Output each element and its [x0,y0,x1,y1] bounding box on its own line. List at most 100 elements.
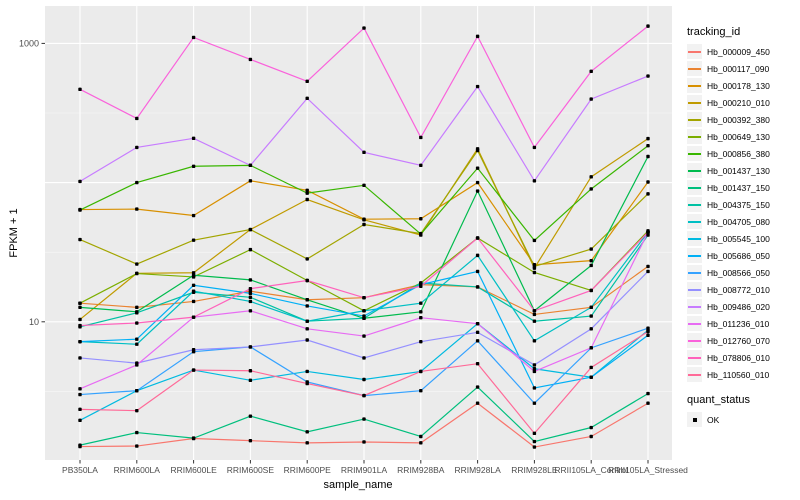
data-point [135,145,139,150]
legend-key [687,163,702,178]
data-point [305,191,309,195]
data-point [475,401,480,405]
data-point [646,326,650,330]
data-point [532,145,537,150]
legend-key [687,299,702,314]
data-point [362,295,366,300]
legend-key-line-icon [688,339,701,342]
data-point [362,218,366,222]
data-point [589,434,593,439]
data-point [646,74,650,78]
data-point [475,269,480,274]
legend-key [687,78,702,93]
legend-entry-label: Hb_000392_380 [707,114,770,125]
data-point [78,339,82,344]
legend-key [687,265,702,280]
data-point [419,217,423,221]
legend-entry-label: Hb_000210_010 [707,97,770,108]
data-point [78,237,82,242]
data-point [191,238,196,242]
data-point [191,368,196,372]
data-point [646,136,650,141]
data-point [248,286,253,291]
data-point [191,289,196,293]
legend-entry-label: Hb_012760_070 [707,335,770,346]
data-point [589,425,593,430]
legend-entry: Hb_008772_010 [687,282,799,297]
data-point [532,264,537,269]
data-point [532,431,537,436]
legend-entry-ok: OK [687,412,799,427]
data-point [248,438,253,443]
x-tick-label: RRIM600LA [114,465,161,475]
legend-entry: Hb_012760_070 [687,333,799,348]
data-point [78,305,82,310]
legend-entry: Hb_008566_050 [687,265,799,280]
legend-key [687,214,702,229]
data-point [305,319,309,323]
y-axis-title: FPKM + 1 [8,208,20,258]
legend-entry: Hb_000856_380 [687,146,799,161]
data-point [362,393,366,398]
data-point [419,284,423,288]
data-point [248,309,253,313]
legend-key [687,180,702,195]
data-point [475,385,480,389]
point-icon [692,417,697,422]
data-point [305,79,309,84]
legend-entry: Hb_000210_010 [687,95,799,110]
data-point [589,97,593,101]
data-point [419,369,423,374]
data-point [532,386,537,390]
data-point [248,57,253,62]
legend-entry: Hb_004705_080 [687,214,799,229]
data-point [78,323,82,328]
legend-entry-label: Hb_001437_130 [707,165,770,176]
legend-entry: Hb_001437_130 [687,163,799,178]
legend-entry: Hb_000178_130 [687,78,799,93]
data-point [362,417,366,421]
data-point [589,375,593,379]
y-tick-label: 10 [29,317,39,327]
data-point [78,387,82,391]
data-point [78,317,82,322]
legend-key-line-icon [688,322,701,325]
data-point [362,26,366,30]
data-point [589,288,593,293]
data-point [532,179,537,183]
data-point [475,166,480,170]
data-point [419,388,423,393]
data-point [589,263,593,268]
data-point [646,154,650,159]
data-point [362,334,366,338]
data-point [475,339,480,343]
legend-key [687,248,702,263]
legend-key-line-icon [688,356,701,359]
data-point [419,232,423,236]
legend-entry-label: Hb_005545_100 [707,233,770,244]
data-point [305,188,309,193]
legend-key-line-icon [688,305,701,308]
legend-key-line-icon [688,169,701,172]
data-point [362,314,366,318]
data-point [419,310,423,314]
data-point [248,291,253,296]
data-point [78,87,82,92]
data-point [419,301,423,305]
data-point [135,321,139,325]
legend-entry: Hb_000649_130 [687,129,799,144]
legend-entry-label: Hb_000649_130 [707,131,770,142]
x-tick-label: RRIM928LA [454,465,501,475]
data-point [248,299,253,304]
data-point [646,24,650,28]
data-point [191,213,196,218]
legend-entry-label: Hb_005686_050 [707,250,770,261]
x-tick-label: RRIM928LE [511,465,558,475]
data-point [362,440,366,444]
legend-entry-label: Hb_001437_150 [707,182,770,193]
data-point [475,321,480,326]
data-point [305,304,309,308]
data-point [475,189,480,193]
data-point [589,314,593,318]
